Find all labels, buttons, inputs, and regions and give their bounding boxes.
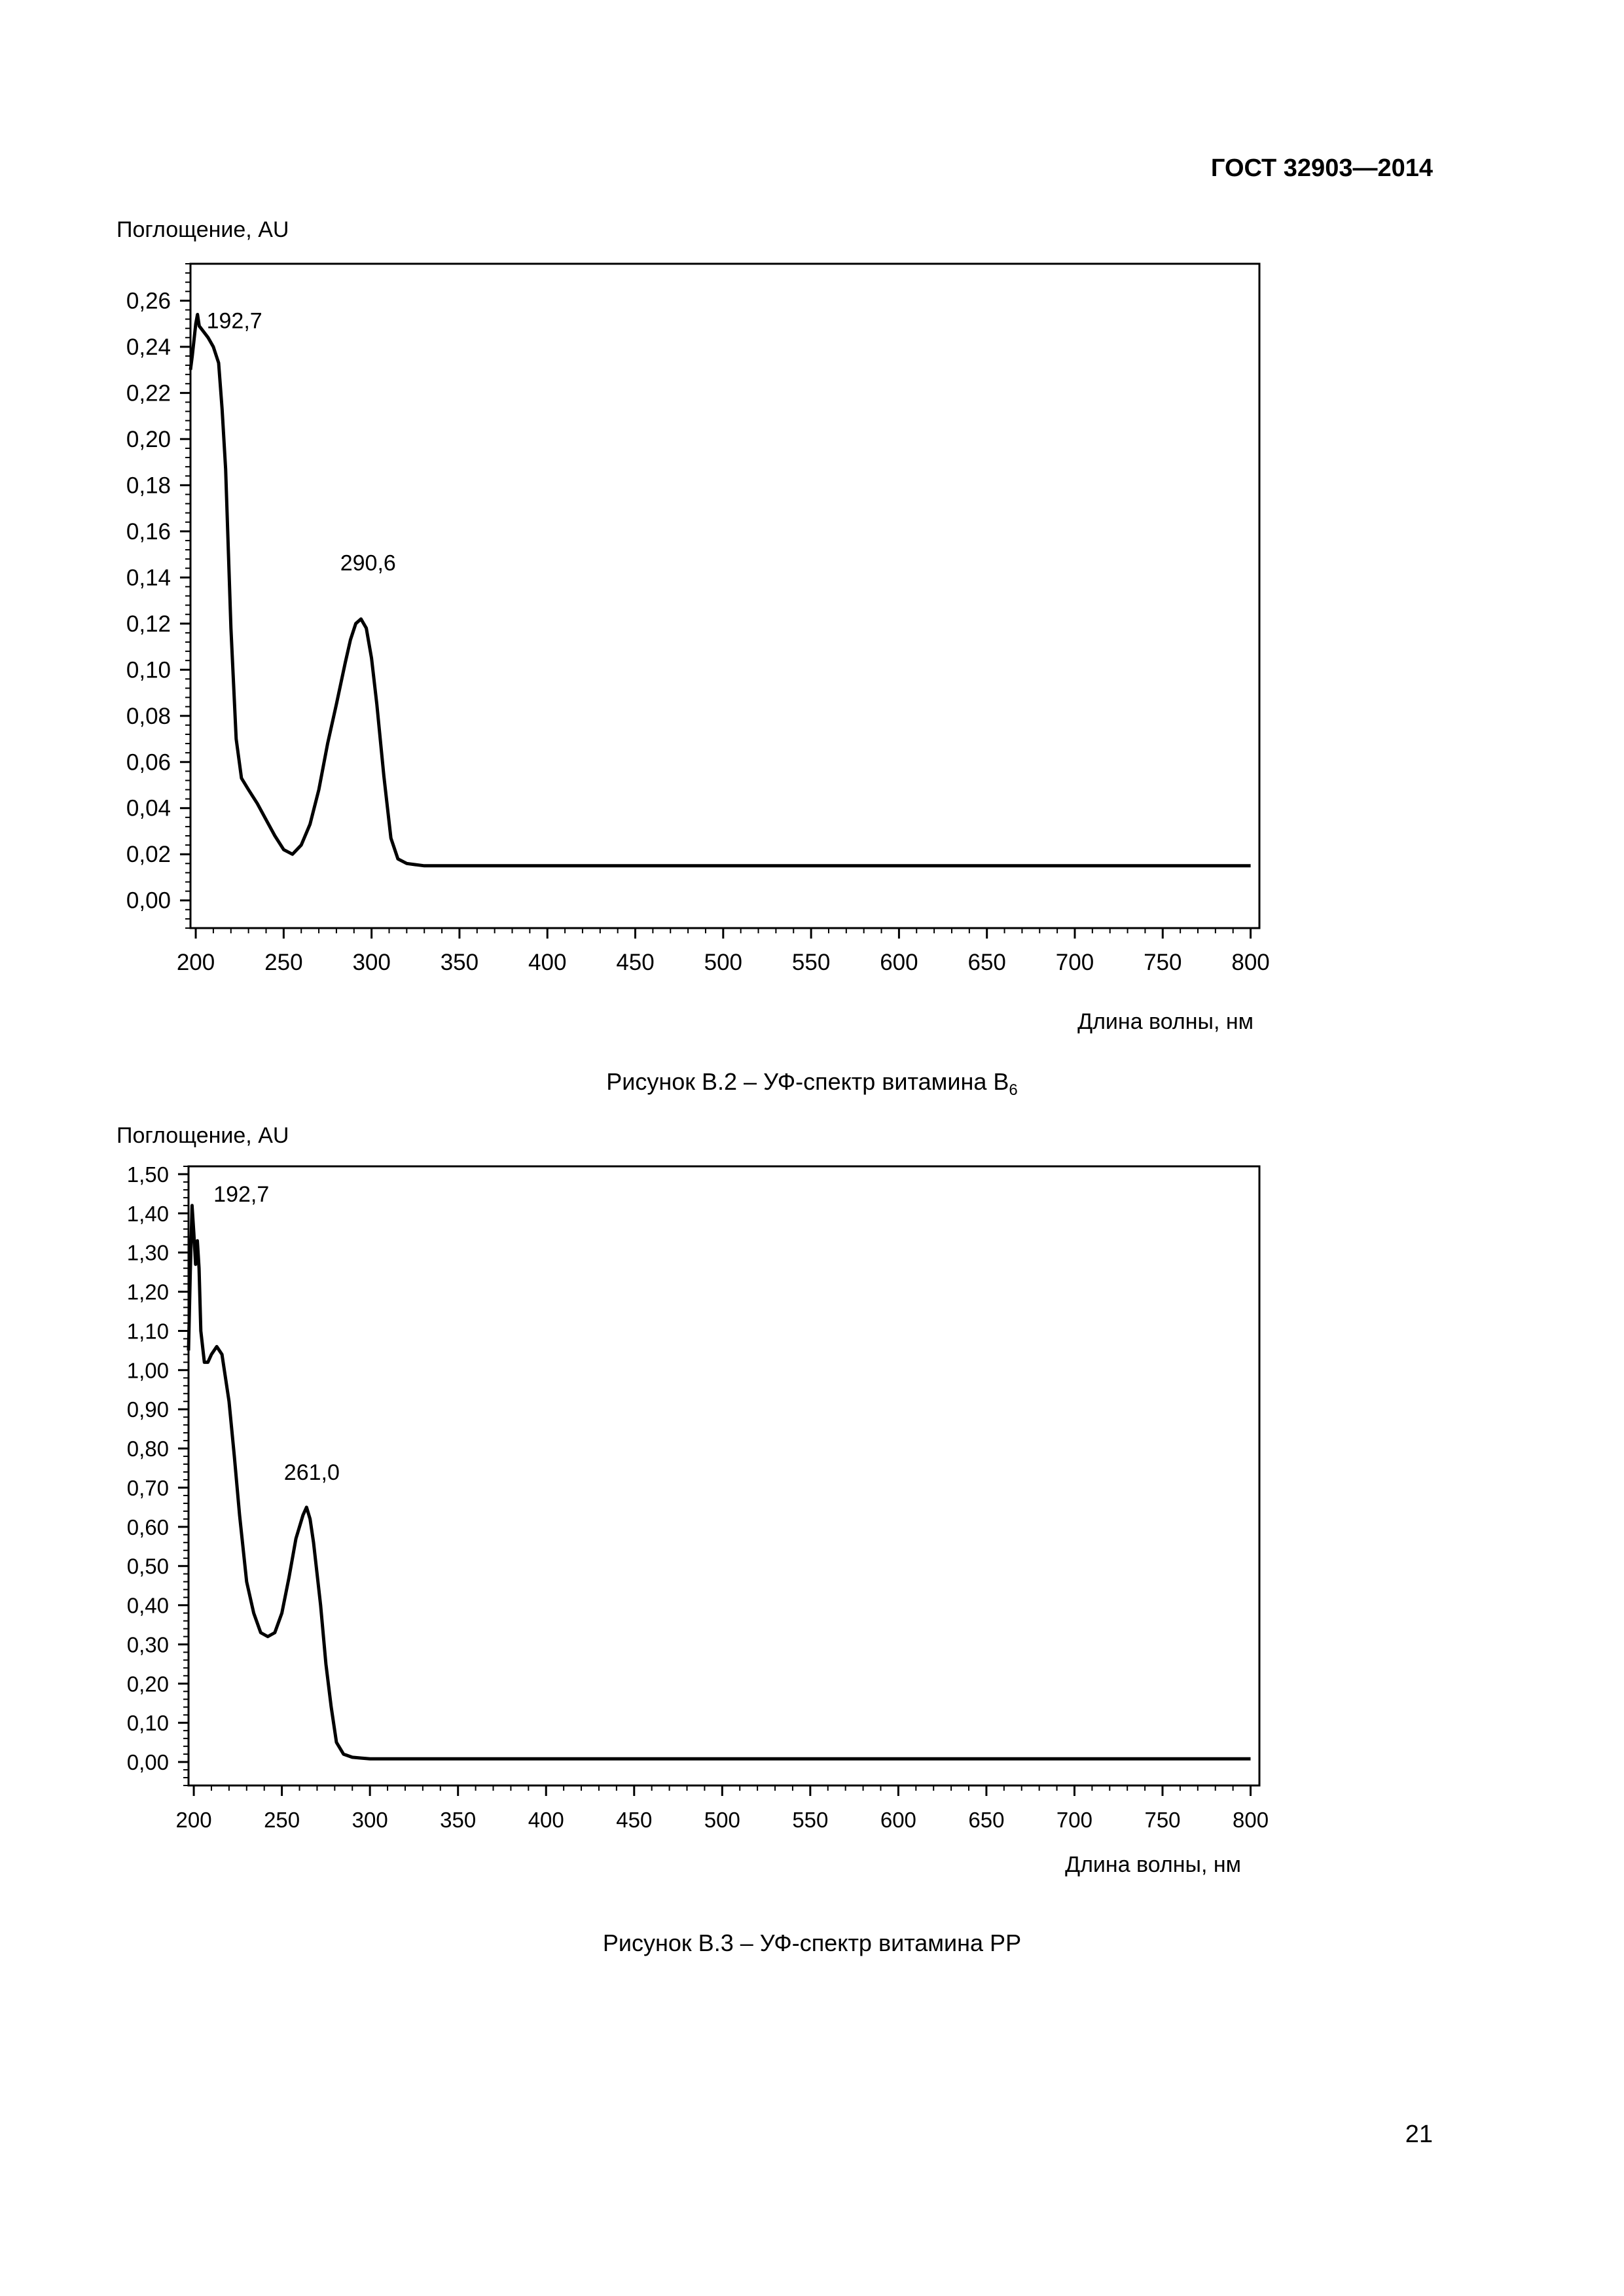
- chart1-x-tick-label: 250: [264, 950, 302, 975]
- chart2-x-tick-label: 650: [968, 1808, 1004, 1832]
- chart2-x-tick-label: 200: [176, 1808, 212, 1832]
- chart2-y-tick-label: 0,80: [127, 1437, 169, 1461]
- chart2-y-tick-label: 0,90: [127, 1397, 169, 1422]
- chart2-y-axis-title: Поглощение, AU: [117, 1123, 289, 1148]
- chart1-x-tick-label: 200: [177, 950, 215, 975]
- chart2-y-tick-label: 1,20: [127, 1280, 169, 1304]
- chart2-x-tick-label: 250: [264, 1808, 300, 1832]
- chart2-y-tick-label: 0,70: [127, 1476, 169, 1500]
- chart1-y-tick-label: 0,12: [126, 611, 171, 637]
- chart1-x-tick-label: 700: [1056, 950, 1094, 975]
- chart2-y-tick-label: 0,00: [127, 1750, 169, 1774]
- chart2-x-tick-label: 750: [1144, 1808, 1180, 1832]
- chart2-peak-label: 261,0: [284, 1460, 340, 1485]
- chart1-y-tick-label: 0,02: [126, 842, 171, 867]
- chart1-x-tick-label: 350: [441, 950, 478, 975]
- chart1-x-tick-label: 400: [528, 950, 566, 975]
- chart2-y-tick-label: 1,00: [127, 1358, 169, 1382]
- chart1-x-tick-label: 450: [616, 950, 654, 975]
- chart1-y-tick-label: 0,20: [126, 427, 171, 452]
- chart2-x-tick-label: 550: [792, 1808, 828, 1832]
- chart1-y-tick-label: 0,24: [126, 334, 171, 360]
- chart2-spectrum-line: [187, 1204, 1251, 1761]
- chart2-y-tick-label: 1,50: [127, 1162, 169, 1187]
- chart2-y-tick-label: 0,60: [127, 1515, 169, 1539]
- chart2-y-tick-label: 0,30: [127, 1632, 169, 1657]
- chart2-x-tick-label: 450: [616, 1808, 652, 1832]
- chart1-y-axis-title: Поглощение, AU: [117, 217, 289, 242]
- chart2-y-tick-label: 1,30: [127, 1241, 169, 1265]
- chart1-y-tick-label: 0,06: [126, 749, 171, 775]
- chart2-uv-spectrum-pp: 0,00 0,10 0,20 0,30 0,40 0,50 0,60 0,70 0,80 0,90…: [127, 1162, 1269, 1877]
- chart1-x-tick-label: 800: [1231, 950, 1269, 975]
- chart2-y-tick-label: 1,10: [127, 1319, 169, 1343]
- chart1-uv-spectrum-b6: 0,00 0,02 0,04 0,06 0,08 0,10 0,12 0,14 0,16 0,18…: [126, 262, 1270, 1034]
- caption-b2-text: Рисунок В.2 – УФ-спектр витамина В: [606, 1068, 1009, 1095]
- chart1-y-tick-label: 0,22: [126, 380, 171, 406]
- chart1-y-tick-label: 0,10: [126, 657, 171, 683]
- chart2-y-tick-label: 0,50: [127, 1554, 169, 1579]
- chart1-y-tick-label: 0,18: [126, 473, 171, 498]
- chart2-x-tick-label: 300: [352, 1808, 388, 1832]
- chart1-peak-label: 192,7: [207, 309, 262, 334]
- chart2-x-tick-label: 600: [880, 1808, 916, 1832]
- chart1-y-tick-label: 0,16: [126, 519, 171, 545]
- chart2-x-tick-label: 800: [1233, 1808, 1269, 1832]
- chart2-y-tick-label: 1,40: [127, 1202, 169, 1226]
- chart1-y-tick-label: 0,08: [126, 704, 171, 729]
- caption-b3-text: Рисунок В.3 – УФ-спектр витамина РР: [602, 1929, 1022, 1956]
- chart1-y-tick-label: 0,04: [126, 796, 171, 821]
- chart1-x-tick-label: 550: [792, 950, 830, 975]
- chart1-y-tick-label: 0,00: [126, 888, 171, 914]
- chart2-x-axis-title: Длина волны, нм: [1065, 1852, 1241, 1877]
- chart2-plot-frame: [187, 1165, 1261, 1787]
- chart1-x-tick-label: 650: [967, 950, 1005, 975]
- chart2-x-tick-label: 700: [1056, 1808, 1092, 1832]
- chart2-y-tick-label: 0,40: [127, 1594, 169, 1618]
- chart2-y-tick-label: 0,10: [127, 1711, 169, 1735]
- chart1-x-tick-label: 750: [1144, 950, 1182, 975]
- chart2-x-tick-label: 400: [528, 1808, 564, 1832]
- chart2-y-tick-label: 0,20: [127, 1672, 169, 1696]
- chart2-x-tick-label: 350: [440, 1808, 476, 1832]
- chart1-x-axis-title: Длина волны, нм: [1077, 1009, 1254, 1034]
- chart1-spectrum-line: [189, 313, 1251, 868]
- page-number: 21: [1405, 2121, 1433, 2148]
- chart1-peak-label: 290,6: [340, 551, 396, 576]
- chart2-x-tick-label: 500: [704, 1808, 740, 1832]
- caption-b2-subscript: 6: [1009, 1081, 1018, 1100]
- chart1-x-tick-label: 500: [704, 950, 742, 975]
- document-code: ГОСТ 32903—2014: [1210, 154, 1433, 182]
- chart1-y-tick-label: 0,26: [126, 288, 171, 314]
- chart1-x-tick-label: 600: [880, 950, 918, 975]
- figure-caption-b2: Рисунок В.2 – УФ-спектр витамина В6: [0, 1068, 1624, 1100]
- figure-caption-b3: Рисунок В.3 – УФ-спектр витамина РР: [0, 1929, 1624, 1957]
- chart1-x-tick-label: 300: [352, 950, 390, 975]
- chart1-y-tick-label: 0,14: [126, 565, 171, 590]
- chart2-peak-label: 192,7: [213, 1182, 269, 1207]
